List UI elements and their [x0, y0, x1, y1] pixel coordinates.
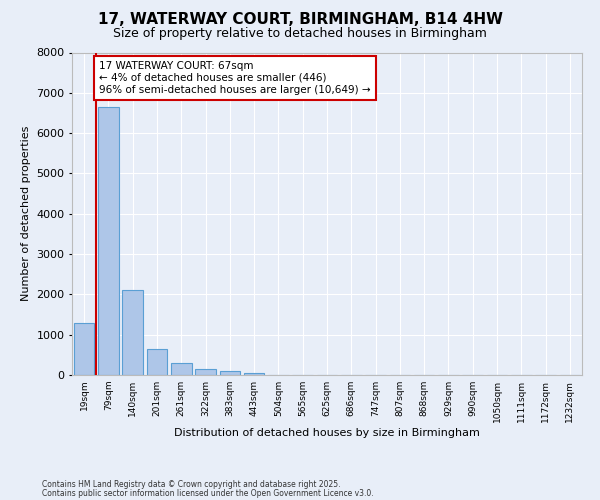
Bar — [146, 349, 167, 375]
Bar — [171, 364, 191, 375]
Text: Contains HM Land Registry data © Crown copyright and database right 2025.: Contains HM Land Registry data © Crown c… — [42, 480, 341, 489]
Bar — [195, 370, 216, 375]
Text: Contains public sector information licensed under the Open Government Licence v3: Contains public sector information licen… — [42, 488, 374, 498]
Bar — [220, 371, 240, 375]
Bar — [74, 322, 94, 375]
Bar — [244, 372, 265, 375]
Bar — [98, 107, 119, 375]
X-axis label: Distribution of detached houses by size in Birmingham: Distribution of detached houses by size … — [174, 428, 480, 438]
Y-axis label: Number of detached properties: Number of detached properties — [20, 126, 31, 302]
Text: Size of property relative to detached houses in Birmingham: Size of property relative to detached ho… — [113, 28, 487, 40]
Bar — [122, 290, 143, 375]
Text: 17 WATERWAY COURT: 67sqm
← 4% of detached houses are smaller (446)
96% of semi-d: 17 WATERWAY COURT: 67sqm ← 4% of detache… — [99, 62, 370, 94]
Text: 17, WATERWAY COURT, BIRMINGHAM, B14 4HW: 17, WATERWAY COURT, BIRMINGHAM, B14 4HW — [97, 12, 503, 28]
